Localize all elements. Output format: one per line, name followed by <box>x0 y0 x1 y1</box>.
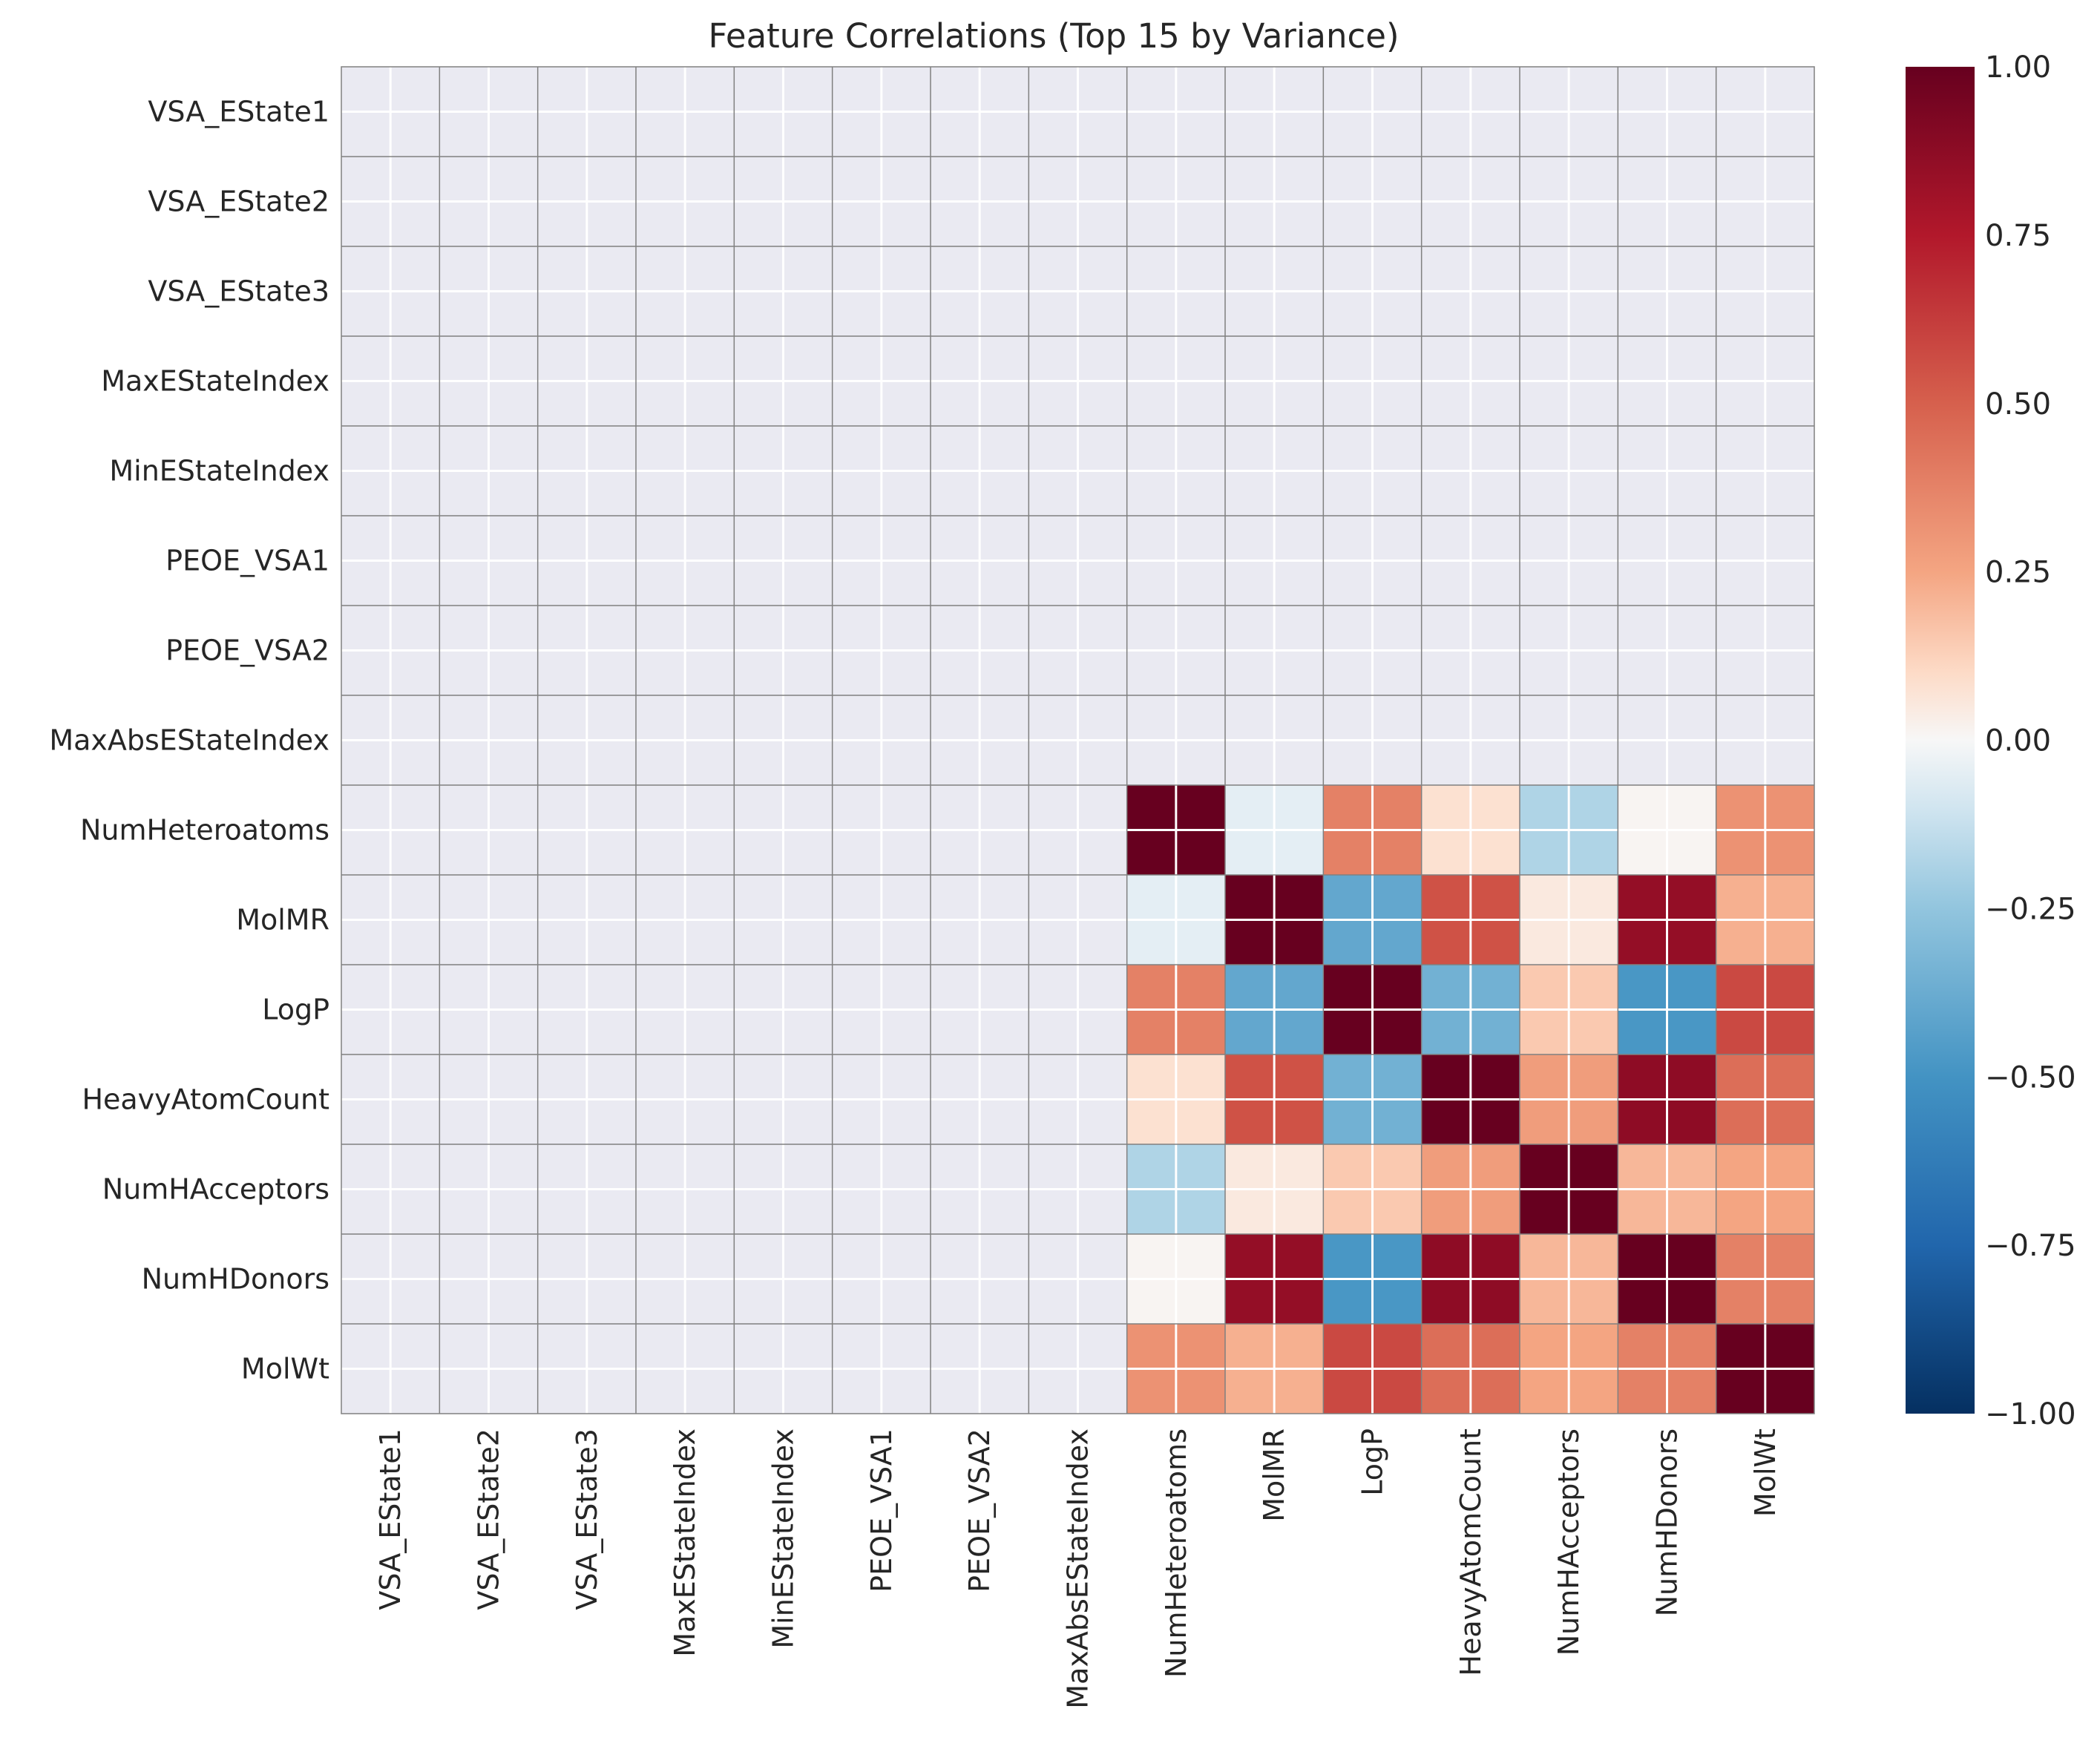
x-tick-label: PEOE_VSA1 <box>865 1428 898 1592</box>
colorbar-gradient <box>1906 67 1975 1414</box>
y-tick-label: MinEStateIndex <box>109 455 329 488</box>
x-tick-labels: VSA_EState1 VSA_EState2 VSA_EState3 MaxESta… <box>374 1428 1782 1709</box>
x-tick-label: HeavyAtomCount <box>1454 1428 1487 1676</box>
y-tick-label: NumHeteroatoms <box>80 814 329 847</box>
colorbar-tick-label: 0.50 <box>1985 387 2051 421</box>
y-tick-label: VSA_EState1 <box>148 96 329 128</box>
heatmap-gridlines <box>341 66 1815 1414</box>
y-tick-label: MolWt <box>241 1353 329 1385</box>
x-tick-label: MaxEStateIndex <box>669 1428 701 1657</box>
y-tick-label: MaxEStateIndex <box>101 365 329 398</box>
y-tick-label: HeavyAtomCount <box>82 1083 329 1116</box>
y-tick-label: PEOE_VSA2 <box>165 634 329 667</box>
x-tick-label: MolWt <box>1749 1428 1782 1517</box>
x-tick-label: LogP <box>1356 1428 1389 1496</box>
x-tick-label: MaxAbsEStateIndex <box>1062 1428 1095 1709</box>
x-tick-label: VSA_EState3 <box>571 1428 603 1610</box>
colorbar-tick-label: −0.25 <box>1985 892 2076 926</box>
colorbar-tick-label: 1.00 <box>1985 50 2051 85</box>
x-tick-label: MinEStateIndex <box>767 1428 800 1649</box>
x-tick-label: NumHAcceptors <box>1552 1428 1585 1656</box>
plot-frame <box>341 66 1815 1414</box>
colorbar-tick-label: 0.75 <box>1985 219 2051 253</box>
y-tick-label: MaxAbsEStateIndex <box>49 724 329 757</box>
colorbar: 1.00 0.75 0.50 0.25 0.00 −0.25 −0.50 −0.75 −1.00 <box>1906 50 2076 1431</box>
y-tick-label: NumHDonors <box>142 1263 329 1296</box>
colorbar-tick-label: −0.50 <box>1985 1060 2076 1095</box>
y-tick-label: LogP <box>262 994 329 1026</box>
y-tick-label: MolMR <box>236 904 329 936</box>
x-tick-label: PEOE_VSA2 <box>963 1428 996 1592</box>
x-tick-label: NumHDonors <box>1651 1428 1684 1616</box>
y-tick-label: VSA_EState2 <box>148 186 329 218</box>
y-tick-label: NumHAcceptors <box>102 1173 329 1206</box>
x-tick-label: MolMR <box>1258 1428 1290 1522</box>
x-tick-label: VSA_EState2 <box>473 1428 505 1610</box>
y-tick-label: VSA_EState3 <box>148 275 329 308</box>
colorbar-tick-label: 0.25 <box>1985 556 2051 590</box>
colorbar-tick-label: −1.00 <box>1985 1397 2076 1431</box>
colorbar-tick-label: −0.75 <box>1985 1229 2076 1263</box>
x-tick-label: VSA_EState1 <box>374 1428 407 1610</box>
y-tick-label: PEOE_VSA1 <box>165 545 329 577</box>
colorbar-tick-label: 0.00 <box>1985 724 2051 758</box>
chart-title: Feature Correlations (Top 15 by Variance… <box>708 16 1399 56</box>
x-tick-label: NumHeteroatoms <box>1160 1428 1192 1678</box>
y-tick-labels: VSA_EState1 VSA_EState2 VSA_EState3 MaxESta… <box>49 96 329 1385</box>
